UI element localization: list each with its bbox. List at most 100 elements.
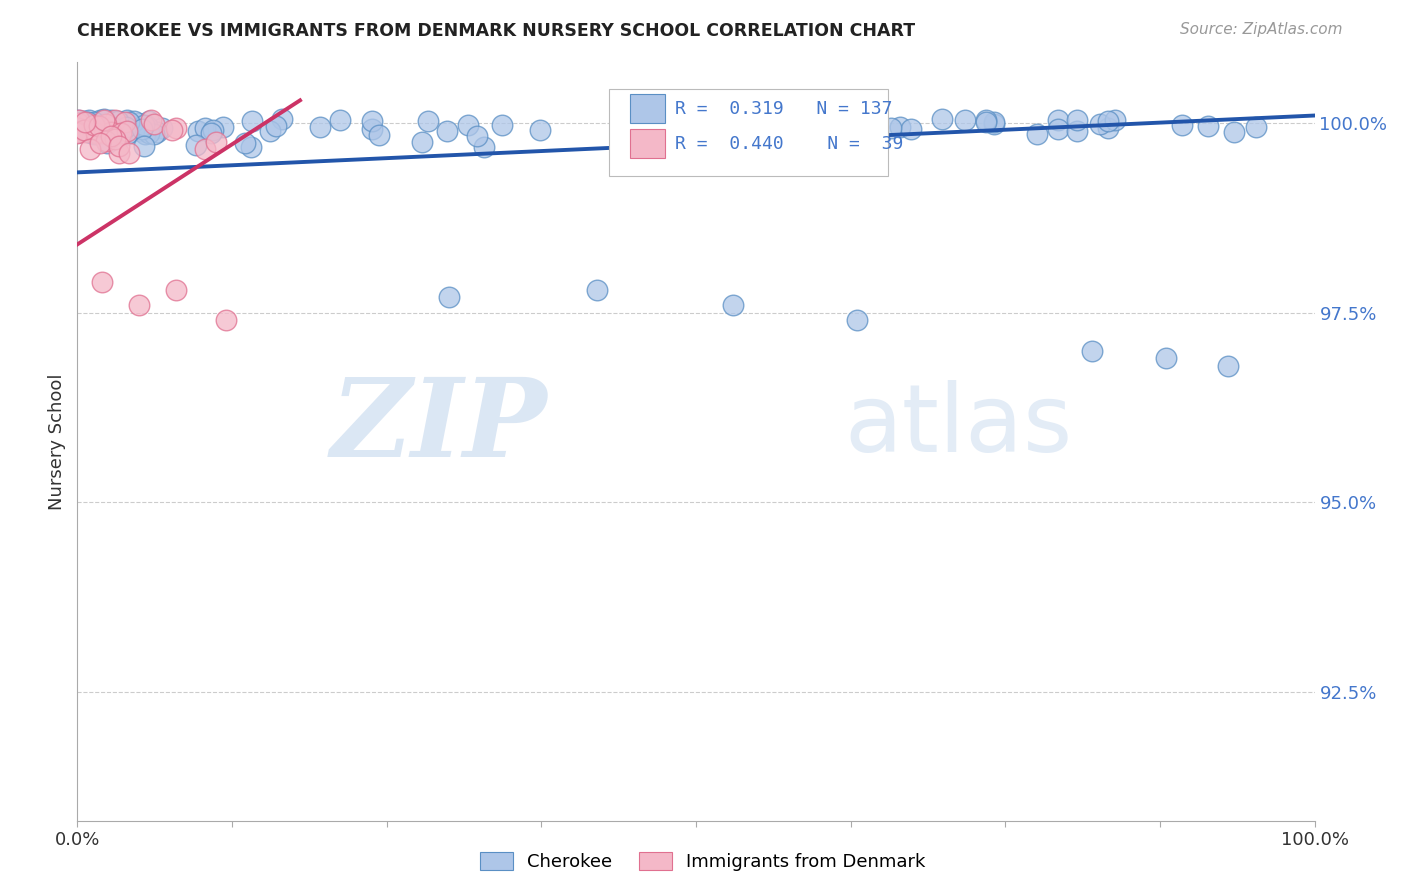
Point [82,122,104,136]
Point [77,125,100,139]
Point [661,142,683,156]
Point [240,140,263,154]
Point [75,114,97,128]
Point [77,121,100,136]
Point [1171,118,1194,132]
Point [111,126,134,140]
Point [129,124,152,138]
Point [104,112,127,127]
Point [1244,120,1267,134]
Point [1197,120,1219,134]
Point [91,113,114,128]
Point [139,112,162,127]
Text: CHEROKEE VS IMMIGRANTS FROM DENMARK NURSERY SCHOOL CORRELATION CHART: CHEROKEE VS IMMIGRANTS FROM DENMARK NURS… [77,22,915,40]
Text: ZIP: ZIP [330,373,547,480]
Point [586,283,609,297]
Point [1097,114,1119,128]
Point [165,120,187,135]
Point [187,123,209,137]
Point [146,125,169,139]
Y-axis label: Nursery School: Nursery School [48,373,66,510]
Point [955,112,977,127]
Point [100,124,122,138]
Point [655,123,678,137]
Point [86,127,108,141]
Point [983,117,1005,131]
Point [91,122,114,136]
Point [91,126,114,140]
Point [77,123,100,137]
Point [87,116,110,130]
Point [103,126,125,140]
Point [529,123,551,137]
Point [80,126,103,140]
Point [87,119,110,133]
Point [633,144,655,158]
Point [1066,124,1088,138]
Point [83,121,105,136]
Point [714,123,737,137]
Point [77,114,100,128]
Point [215,313,238,327]
Point [114,120,136,135]
Point [67,116,90,130]
Point [681,122,703,136]
Point [690,120,713,134]
Point [900,122,922,136]
Point [83,118,105,132]
Point [73,120,96,134]
Point [271,112,294,127]
Point [436,124,458,138]
Point [491,118,513,132]
Point [360,114,382,128]
Point [103,121,125,136]
FancyBboxPatch shape [609,89,887,177]
Point [411,135,433,149]
Point [107,114,129,128]
Point [115,127,138,141]
Point [83,127,105,141]
Point [633,142,655,156]
Point [668,117,690,131]
Point [266,119,288,133]
Point [67,122,90,136]
Point [742,120,765,135]
Point [636,131,658,145]
Text: R =  0.319   N = 137: R = 0.319 N = 137 [675,100,893,118]
Point [1216,359,1239,373]
Point [100,113,122,128]
Point [138,126,160,140]
Point [1223,125,1246,139]
Point [66,126,89,140]
Point [668,125,690,139]
Point [143,128,166,142]
Point [637,139,659,153]
Point [66,125,89,139]
Point [128,298,150,312]
Point [165,283,187,297]
Point [132,139,155,153]
Point [132,118,155,132]
Point [77,112,100,127]
Point [465,129,488,144]
Point [87,120,110,134]
Point [84,126,107,140]
Point [194,120,217,135]
Point [127,116,149,130]
Point [416,114,439,128]
Point [69,116,91,130]
Point [69,124,91,138]
Point [205,135,228,149]
Point [360,122,382,136]
Point [108,139,131,153]
Point [136,120,159,134]
Point [194,142,217,156]
Point [1047,121,1070,136]
Point [134,127,156,141]
Point [86,124,108,138]
Point [108,145,131,160]
Point [1025,128,1047,142]
Point [124,114,146,128]
Point [83,122,105,136]
Point [67,113,90,128]
